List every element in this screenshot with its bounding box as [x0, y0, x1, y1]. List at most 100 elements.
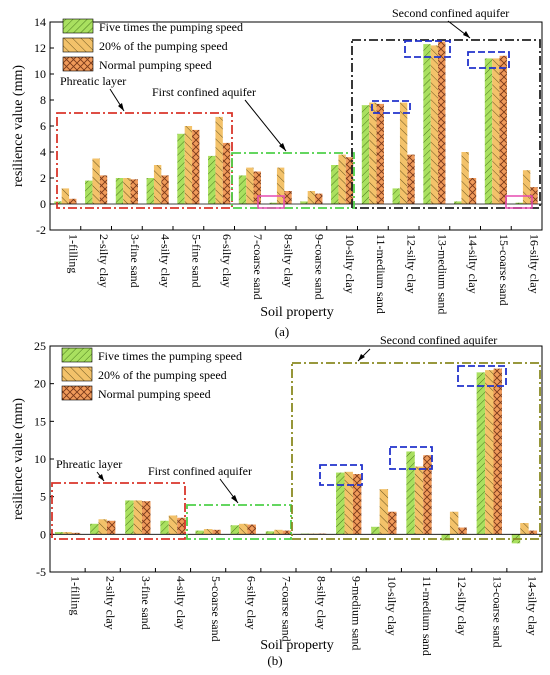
bar-a-normal-4 — [161, 175, 169, 204]
pink-box-8 — [257, 195, 285, 209]
legend-b-label-normal: Normal pumping speed — [98, 387, 211, 401]
bar-b-twenty-percent-2 — [98, 519, 107, 535]
bar-b-twenty-percent-10 — [379, 489, 389, 535]
chart-a-y-axis-title: resilience value (mm) — [11, 65, 26, 187]
first-confined-aquifer-box — [231, 152, 355, 209]
chart-a-frame — [49, 21, 543, 231]
bar-b-normal-12 — [458, 527, 467, 535]
bar-a-twenty-percent-8 — [276, 167, 285, 204]
x-tick-label-a-4: 4-silty clay — [159, 234, 173, 288]
x-tick-label-b-14: 14-silty clay — [525, 576, 539, 636]
highlight-box-b-13 — [457, 365, 507, 387]
bar-b-five-times-3 — [125, 500, 134, 535]
first-confined-aquifer-label-b: First confined aquifer — [148, 464, 252, 478]
bar-a-normal-10 — [345, 157, 354, 204]
chart-a-panel-label: (a) — [275, 324, 289, 339]
x-tick-label-b-1: 1-filling — [69, 576, 83, 615]
x-tick-label-b-12: 12-silty clay — [455, 576, 469, 636]
bar-a-twenty-percent-12 — [399, 102, 408, 204]
phreatic-layer-box — [56, 112, 233, 209]
bar-a-five-times-13 — [423, 44, 431, 204]
chart-b-y-axis-title: resilience value (mm) — [11, 398, 26, 520]
bar-b-twenty-percent-3 — [133, 500, 143, 535]
bar-a-normal-11 — [376, 103, 384, 204]
bar-a-twenty-percent-7 — [246, 167, 254, 204]
bar-b-normal-6 — [247, 524, 256, 535]
phreatic-layer-label: Phreatic layer — [60, 74, 126, 88]
bar-a-normal-9 — [315, 193, 323, 204]
x-tick-label-a-14: 14-silty clay — [466, 234, 480, 294]
bar-b-twenty-percent-4 — [168, 515, 178, 535]
bar-a-five-times-4 — [146, 178, 154, 204]
bar-a-five-times-3 — [115, 178, 124, 204]
bar-a-five-times-16 — [515, 202, 523, 204]
chart-b-annotations: Phreatic layer First confined aquifer Se… — [51, 333, 541, 540]
y-tick-label-a-7: 12 — [34, 41, 46, 55]
x-tick-label-b-5: 5-coarse sand — [209, 576, 223, 642]
bar-b-five-times-13 — [476, 372, 486, 535]
bar-a-normal-16 — [530, 187, 538, 204]
bar-b-twenty-percent-13 — [485, 370, 494, 535]
bar-b-five-times-2 — [90, 523, 99, 535]
y-tick-label-a-0: -2 — [36, 223, 46, 237]
chart-panel-a: 1-filling 2-silty clay 3-fine sand 4-silty … — [11, 6, 543, 339]
x-tick-label-b-11: 11-medium sand — [420, 576, 434, 656]
x-tick-label-a-10: 10-silty clay — [343, 234, 357, 294]
bar-a-twenty-percent-4 — [153, 165, 162, 204]
bar-b-normal-2 — [106, 520, 116, 535]
x-tick-label-a-2: 2-silty clay — [97, 234, 111, 288]
phreatic-layer-arrowhead — [118, 103, 124, 111]
first-confined-aquifer-arrow — [244, 99, 287, 152]
bar-a-five-times-12 — [392, 188, 400, 204]
bar-a-normal-5 — [192, 129, 200, 204]
x-tick-label-a-6: 6-silty clay — [220, 234, 234, 288]
x-tick-label-a-1: 1-filling — [66, 234, 80, 273]
highlight-box-b-9 — [319, 464, 363, 486]
bar-b-five-times-10 — [371, 526, 380, 535]
second-confined-aquifer-box-b — [291, 362, 541, 540]
legend-a-swatch-five-times — [62, 18, 94, 34]
bar-a-normal-2 — [99, 175, 108, 204]
bar-a-twenty-percent-14 — [461, 152, 469, 204]
legend-a-label-twenty-percent: 20% of the pumping speed — [99, 39, 228, 53]
chart-a-y-axis: -2 0 2 4 6 8 10 12 14 — [34, 15, 54, 237]
x-tick-label-a-3: 3-fine sand — [128, 234, 142, 288]
bar-a-five-times-7 — [238, 175, 247, 204]
legend-a-swatch-normal — [62, 56, 94, 72]
bar-b-five-times-5 — [195, 530, 204, 535]
bar-a-five-times-1 — [54, 201, 62, 204]
bar-a-normal-6 — [222, 142, 231, 204]
legend-b-label-twenty-percent: 20% of the pumping speed — [98, 368, 227, 382]
bar-a-five-times-8 — [269, 202, 277, 204]
bar-b-normal-7 — [282, 530, 292, 535]
chart-b-frame — [49, 345, 543, 573]
chart-b-legend: Five times the pumping speed 20% of the … — [61, 347, 242, 401]
first-confined-aquifer-box-b — [186, 504, 292, 540]
bar-a-five-times-5 — [177, 133, 185, 204]
bar-a-five-times-2 — [85, 180, 93, 204]
bar-a-twenty-percent-1 — [61, 188, 70, 204]
phreatic-layer-arrowhead-b — [98, 474, 104, 481]
bar-a-five-times-10 — [331, 165, 339, 204]
legend-b-label-five-times: Five times the pumping speed — [98, 349, 242, 363]
legend-b-swatch-twenty-percent — [61, 366, 93, 382]
x-tick-label-a-5: 5-fine sand — [189, 234, 203, 288]
bar-a-five-times-9 — [300, 201, 308, 204]
y-tick-label-a-5: 8 — [40, 93, 46, 107]
chart-b-bars — [50, 368, 542, 544]
y-tick-label-a-3: 4 — [40, 145, 46, 159]
bar-a-five-times-6 — [208, 155, 216, 204]
bar-b-normal-5 — [212, 529, 221, 535]
x-tick-label-a-11: 11-medium sand — [374, 234, 388, 314]
second-confined-aquifer-arrowhead — [463, 31, 470, 38]
bar-b-five-times-11 — [406, 451, 415, 535]
highlight-box-b-11 — [389, 446, 433, 470]
x-tick-label-a-8: 8-silty clay — [282, 234, 296, 288]
bar-b-twenty-percent-12 — [449, 511, 459, 535]
bar-b-twenty-percent-6 — [239, 523, 248, 535]
bar-b-normal-11 — [423, 455, 432, 535]
legend-a-swatch-twenty-percent — [62, 37, 94, 53]
x-tick-label-a-15: 15-coarse sand — [497, 234, 511, 306]
bar-b-normal-9 — [352, 474, 362, 535]
